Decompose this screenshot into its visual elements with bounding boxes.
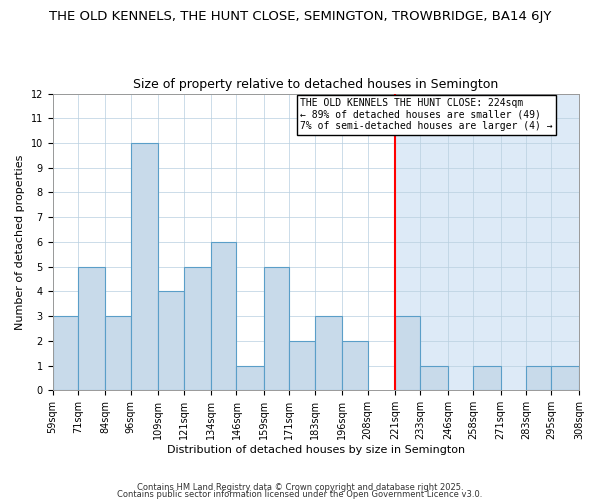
X-axis label: Distribution of detached houses by size in Semington: Distribution of detached houses by size … (167, 445, 465, 455)
Bar (53, 94, 395, 391)
Bar (106, 316, 131, 390)
Bar (342, 341, 368, 390)
Bar (395, 94, 579, 391)
Bar (184, 266, 211, 390)
Text: THE OLD KENNELS THE HUNT CLOSE: 224sqm
← 89% of detached houses are smaller (49): THE OLD KENNELS THE HUNT CLOSE: 224sqm ←… (300, 98, 553, 131)
Bar (395, 316, 421, 390)
Title: Size of property relative to detached houses in Semington: Size of property relative to detached ho… (133, 78, 499, 91)
Bar (131, 143, 158, 390)
Bar (158, 292, 184, 390)
Bar (78, 266, 106, 390)
Bar (264, 266, 289, 390)
Bar (421, 366, 448, 390)
Bar (53, 316, 78, 390)
Bar (314, 316, 342, 390)
Bar (473, 366, 500, 390)
Text: Contains HM Land Registry data © Crown copyright and database right 2025.: Contains HM Land Registry data © Crown c… (137, 484, 463, 492)
Text: THE OLD KENNELS, THE HUNT CLOSE, SEMINGTON, TROWBRIDGE, BA14 6JY: THE OLD KENNELS, THE HUNT CLOSE, SEMINGT… (49, 10, 551, 23)
Text: Contains public sector information licensed under the Open Government Licence v3: Contains public sector information licen… (118, 490, 482, 499)
Bar (289, 341, 314, 390)
Bar (211, 242, 236, 390)
Y-axis label: Number of detached properties: Number of detached properties (15, 154, 25, 330)
Bar (236, 366, 264, 390)
Bar (526, 366, 551, 390)
Bar (551, 366, 579, 390)
